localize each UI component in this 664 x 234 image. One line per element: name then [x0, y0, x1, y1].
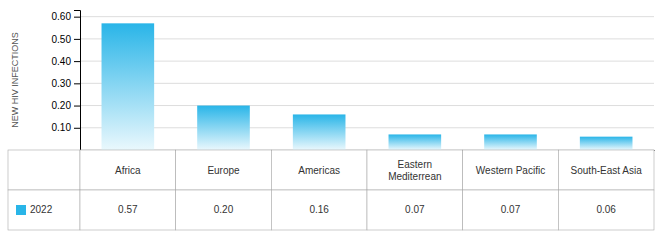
y-tick-label: 0.10 — [52, 122, 72, 133]
category-label-line: Africa — [115, 165, 141, 176]
y-tick: 0.20 — [52, 100, 80, 111]
y-tick-mark — [74, 17, 80, 18]
data-label: 0.06 — [596, 204, 616, 215]
table-cell — [558, 190, 654, 230]
table-cell — [367, 150, 463, 190]
grid-line — [80, 105, 654, 106]
category-label: Africa — [115, 165, 141, 176]
y-tick-label: 0.40 — [52, 56, 72, 67]
bar — [484, 134, 537, 150]
data-label: 0.07 — [501, 204, 521, 215]
category-label: EasternMediterrean — [388, 159, 441, 182]
category-label: Americas — [298, 165, 340, 176]
table-cell — [463, 190, 559, 230]
y-axis-title: NEW HIV INFECTIONS — [10, 32, 20, 128]
table-cell — [271, 150, 367, 190]
category-label: Europe — [207, 165, 240, 176]
bars — [102, 23, 633, 150]
y-tick-mark — [74, 106, 80, 107]
data-label: 0.20 — [214, 204, 234, 215]
bar — [580, 137, 633, 150]
legend-label: 2022 — [30, 204, 53, 215]
data-label: 0.16 — [309, 204, 329, 215]
data-label: 0.07 — [405, 204, 425, 215]
category-label-line: Western Pacific — [476, 165, 545, 176]
grid-line — [80, 127, 654, 128]
category-label-line: Americas — [298, 165, 340, 176]
y-tick: 0.10 — [52, 122, 80, 133]
category-label-line: South-East Asia — [571, 165, 643, 176]
table-cell — [558, 150, 654, 190]
y-tick: 0.40 — [52, 56, 80, 67]
y-axis-line — [74, 11, 81, 151]
grid-line — [80, 16, 654, 17]
chart-container: -0.100.200.300.400.500.60NEW HIV INFECTI… — [0, 0, 664, 234]
grid-line — [80, 61, 654, 62]
table-cell — [8, 150, 80, 190]
bar — [197, 106, 250, 150]
grid-line — [80, 83, 654, 84]
table-cell — [80, 190, 176, 230]
category-label: South-East Asia — [571, 165, 643, 176]
bar — [389, 134, 442, 150]
category-label-line: Europe — [207, 165, 240, 176]
data-label: 0.57 — [118, 204, 138, 215]
y-tick-mark — [74, 61, 80, 62]
y-tick-label: 0.20 — [52, 100, 72, 111]
category-label-line: Eastern — [398, 159, 432, 170]
grid-line — [80, 38, 654, 39]
table-cell — [367, 190, 463, 230]
table-cell — [80, 150, 176, 190]
y-axis: -0.100.200.300.400.500.60 — [52, 11, 81, 156]
category-label-line: Mediterrean — [388, 171, 441, 182]
category-label: Western Pacific — [476, 165, 545, 176]
y-tick-mark — [74, 39, 80, 40]
table-cell — [176, 190, 272, 230]
table: Africa Europe Americas EasternMediterrean We… — [8, 150, 654, 230]
y-tick-mark — [74, 83, 80, 84]
grid — [80, 17, 654, 150]
y-tick-label: 0.50 — [52, 34, 72, 45]
table-cell — [463, 150, 559, 190]
y-tick-label: 0.60 — [52, 11, 72, 22]
bar — [102, 23, 155, 150]
table-cell — [271, 190, 367, 230]
y-tick: 0.60 — [52, 11, 80, 22]
table-cell — [8, 190, 80, 230]
table-cell — [176, 150, 272, 190]
y-tick-mark — [74, 128, 80, 129]
bar — [293, 114, 346, 150]
y-tick: 0.30 — [52, 78, 80, 89]
chart-svg: -0.100.200.300.400.500.60NEW HIV INFECTI… — [0, 0, 664, 234]
y-tick-label: 0.30 — [52, 78, 72, 89]
legend-swatch — [16, 205, 26, 215]
y-tick: 0.50 — [52, 34, 80, 45]
